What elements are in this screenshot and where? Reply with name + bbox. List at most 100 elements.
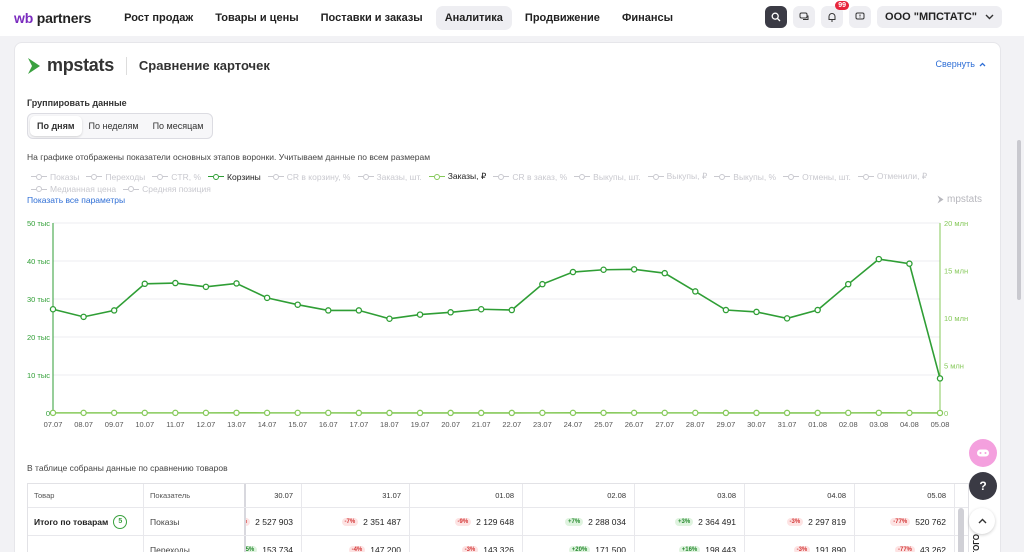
series-point[interactable] xyxy=(355,307,363,314)
series-point[interactable] xyxy=(477,306,485,313)
series-point[interactable] xyxy=(416,409,424,417)
help-button[interactable]: ? xyxy=(969,472,997,500)
series-point[interactable] xyxy=(49,409,57,417)
series-point[interactable] xyxy=(325,409,332,417)
total-count-badge[interactable]: 5 xyxy=(113,514,128,529)
show-all-params-link[interactable]: Показать все параметры xyxy=(27,195,126,205)
series-point[interactable] xyxy=(202,283,210,291)
series-point[interactable] xyxy=(539,409,546,417)
table-row[interactable]: Итого по товарам 5 Показы% 2 527 903 -7% 2 35… xyxy=(28,508,968,536)
series-point[interactable] xyxy=(722,409,730,417)
nav-item[interactable]: Аналитика xyxy=(435,6,512,30)
series-point[interactable] xyxy=(753,409,760,417)
series-point[interactable] xyxy=(508,306,516,314)
legend-item[interactable]: Выкупы, шт. xyxy=(574,171,641,182)
series-point[interactable] xyxy=(539,280,546,288)
legend-item[interactable]: Переходы xyxy=(86,171,145,182)
org-switcher[interactable]: ООО "МПСТАТС" xyxy=(877,6,1002,28)
series-point[interactable] xyxy=(110,409,118,417)
wb-partners-logo[interactable]: wb partners xyxy=(14,10,91,26)
legend-item[interactable]: CTR, % xyxy=(152,171,201,182)
series-point[interactable] xyxy=(202,409,210,417)
series-point[interactable] xyxy=(447,309,454,316)
table-horizontal-scrollbar[interactable] xyxy=(958,508,964,552)
series-point[interactable] xyxy=(692,288,699,295)
series-point[interactable] xyxy=(294,301,301,308)
legend-item[interactable]: Корзины xyxy=(208,171,261,182)
series-point[interactable] xyxy=(477,409,485,417)
series-point[interactable] xyxy=(753,308,760,316)
series-point[interactable] xyxy=(722,306,730,314)
series-point[interactable] xyxy=(783,315,791,322)
search-button[interactable] xyxy=(765,6,788,28)
feedback-button[interactable] xyxy=(849,6,872,28)
series-point[interactable] xyxy=(508,409,516,417)
legend-item[interactable]: Отменили, ₽ xyxy=(858,171,927,182)
series-point[interactable] xyxy=(110,307,118,314)
series-point[interactable] xyxy=(630,266,638,273)
table-row[interactable]: Переходы+5% 153 734 -4% 147 200 -3% 143 326 +2… xyxy=(28,536,968,552)
legend-item[interactable]: Отмены, шт. xyxy=(783,171,851,182)
legend-item[interactable]: Средняя позиция xyxy=(123,184,211,194)
notifications-button[interactable]: 99 xyxy=(821,1,850,28)
series-point[interactable] xyxy=(630,409,638,417)
series-point[interactable] xyxy=(936,375,944,382)
page-scrollbar[interactable] xyxy=(1017,140,1021,300)
series-point[interactable] xyxy=(447,409,454,417)
nav-item[interactable]: Продвижение xyxy=(524,12,600,24)
series-point[interactable] xyxy=(80,313,87,321)
series-point[interactable] xyxy=(783,409,791,417)
series-point[interactable] xyxy=(386,409,393,417)
legend-item[interactable]: Медианная цена xyxy=(31,184,116,194)
series-point[interactable] xyxy=(844,409,852,417)
series-point[interactable] xyxy=(906,260,913,267)
series-point[interactable] xyxy=(692,409,699,417)
group-option[interactable]: По дням xyxy=(30,116,82,136)
scroll-top-button[interactable] xyxy=(969,508,995,534)
series-point[interactable] xyxy=(141,409,149,417)
series-point[interactable] xyxy=(661,409,668,417)
series-point[interactable] xyxy=(233,409,240,417)
series-point[interactable] xyxy=(569,268,577,276)
series-point[interactable] xyxy=(875,409,883,417)
assistant-button[interactable] xyxy=(969,439,997,467)
series-point[interactable] xyxy=(263,409,271,417)
series-point[interactable] xyxy=(263,294,271,302)
series-point[interactable] xyxy=(355,409,363,417)
legend-item[interactable]: Показы xyxy=(31,171,79,182)
legend-item[interactable]: CR в заказ, % xyxy=(493,171,567,182)
group-option[interactable]: По неделям xyxy=(88,121,139,131)
funnel-line-chart[interactable]: 0 10 тыс 20 тыс 30 тыс 40 тыс 50 тыс 0 5 млн 10 … xyxy=(15,208,1000,438)
chat-button[interactable] xyxy=(793,6,816,28)
nav-item[interactable]: Товары и цены xyxy=(215,12,299,24)
series-point[interactable] xyxy=(814,306,821,314)
series-point[interactable] xyxy=(600,266,607,273)
series-point[interactable] xyxy=(325,307,332,314)
series-point[interactable] xyxy=(906,409,913,417)
series-point[interactable] xyxy=(49,306,57,313)
nav-item[interactable]: Поставки и заказы xyxy=(320,12,423,24)
series-point[interactable] xyxy=(936,409,944,417)
series-point[interactable] xyxy=(141,280,149,288)
series-point[interactable] xyxy=(814,409,821,417)
series-point[interactable] xyxy=(600,409,607,417)
series-point[interactable] xyxy=(569,409,577,417)
legend-item[interactable]: CR в корзину, % xyxy=(268,171,351,182)
legend-item[interactable]: Выкупы, % xyxy=(714,171,776,182)
legend-item[interactable]: Заказы, шт. xyxy=(358,171,422,182)
nav-item[interactable]: Финансы xyxy=(621,12,674,24)
collapse-button[interactable]: Свернуть xyxy=(936,59,986,69)
legend-item[interactable]: Заказы, ₽ xyxy=(429,171,486,182)
series-point[interactable] xyxy=(875,255,883,263)
series-point[interactable] xyxy=(80,409,87,417)
series-point[interactable] xyxy=(386,315,393,323)
series-point[interactable] xyxy=(416,311,424,318)
series-point[interactable] xyxy=(172,279,179,287)
nav-item[interactable]: Рост продаж xyxy=(124,12,194,24)
series-point[interactable] xyxy=(661,269,668,277)
series-point[interactable] xyxy=(844,280,852,288)
series-point[interactable] xyxy=(233,280,240,287)
legend-item[interactable]: Выкупы, ₽ xyxy=(648,171,707,182)
series-point[interactable] xyxy=(172,409,179,417)
group-option[interactable]: По месяцам xyxy=(152,121,204,131)
